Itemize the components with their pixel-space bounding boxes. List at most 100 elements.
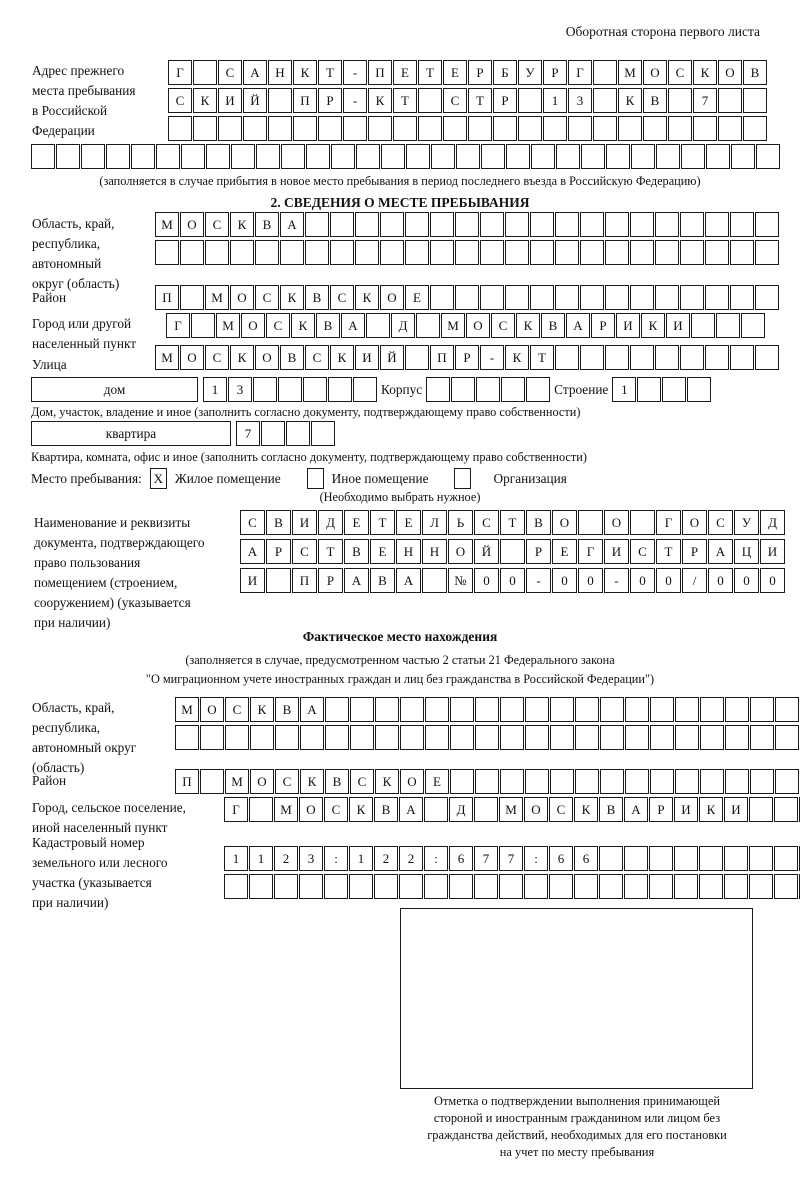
char-cell[interactable]: 0 <box>578 568 603 593</box>
char-cell[interactable] <box>356 144 380 169</box>
char-cell[interactable] <box>668 88 692 113</box>
char-cell[interactable] <box>631 144 655 169</box>
char-cell[interactable] <box>725 769 749 794</box>
char-cell[interactable]: О <box>241 313 265 338</box>
char-cell[interactable]: М <box>618 60 642 85</box>
char-cell[interactable]: 3 <box>568 88 592 113</box>
char-cell[interactable]: Е <box>443 60 467 85</box>
char-cell[interactable]: 3 <box>228 377 252 402</box>
char-cell[interactable]: 3 <box>299 846 323 871</box>
char-cell[interactable]: О <box>180 212 204 237</box>
char-cell[interactable]: 1 <box>203 377 227 402</box>
char-cell[interactable] <box>418 116 442 141</box>
char-cell[interactable] <box>575 725 599 750</box>
char-cell[interactable] <box>200 769 224 794</box>
char-cell[interactable]: В <box>275 697 299 722</box>
char-cell[interactable]: Л <box>422 510 447 535</box>
char-cell[interactable]: 1 <box>224 846 248 871</box>
char-cell[interactable]: С <box>708 510 733 535</box>
char-cell[interactable] <box>278 377 302 402</box>
char-cell[interactable]: К <box>193 88 217 113</box>
char-cell[interactable]: К <box>505 345 529 370</box>
char-cell[interactable] <box>556 144 580 169</box>
char-cell[interactable]: М <box>155 345 179 370</box>
char-cell[interactable]: 0 <box>734 568 759 593</box>
section2-region-comb-row-2[interactable] <box>155 240 779 265</box>
char-cell[interactable] <box>368 116 392 141</box>
char-cell[interactable]: В <box>526 510 551 535</box>
char-cell[interactable]: 1 <box>543 88 567 113</box>
char-cell[interactable] <box>418 88 442 113</box>
char-cell[interactable]: 0 <box>708 568 733 593</box>
char-cell[interactable]: В <box>599 797 623 822</box>
char-cell[interactable]: С <box>305 345 329 370</box>
char-cell[interactable] <box>343 116 367 141</box>
char-cell[interactable]: Т <box>318 539 343 564</box>
char-cell[interactable]: Е <box>552 539 577 564</box>
char-cell[interactable] <box>475 769 499 794</box>
char-cell[interactable] <box>716 313 740 338</box>
char-cell[interactable]: С <box>240 510 265 535</box>
char-cell[interactable]: А <box>300 697 324 722</box>
char-cell[interactable] <box>200 725 224 750</box>
char-cell[interactable] <box>755 285 779 310</box>
char-cell[interactable] <box>630 212 654 237</box>
char-cell[interactable] <box>525 769 549 794</box>
korpus-comb[interactable] <box>426 377 551 402</box>
char-cell[interactable] <box>593 116 617 141</box>
char-cell[interactable]: Р <box>649 797 673 822</box>
char-cell[interactable] <box>230 240 254 265</box>
char-cell[interactable]: Т <box>318 60 342 85</box>
char-cell[interactable] <box>451 377 476 402</box>
char-cell[interactable] <box>380 212 404 237</box>
char-cell[interactable]: С <box>275 769 299 794</box>
char-cell[interactable]: Д <box>760 510 785 535</box>
char-cell[interactable]: О <box>380 285 404 310</box>
char-cell[interactable]: К <box>699 797 723 822</box>
char-cell[interactable]: Н <box>268 60 292 85</box>
char-cell[interactable] <box>499 874 523 899</box>
char-cell[interactable]: К <box>280 285 304 310</box>
char-cell[interactable] <box>580 212 604 237</box>
char-cell[interactable]: В <box>255 212 279 237</box>
char-cell[interactable] <box>500 697 524 722</box>
char-cell[interactable] <box>500 539 525 564</box>
char-cell[interactable] <box>286 421 310 446</box>
char-cell[interactable]: В <box>743 60 767 85</box>
char-cell[interactable] <box>405 240 429 265</box>
char-cell[interactable] <box>480 212 504 237</box>
char-cell[interactable] <box>774 874 798 899</box>
prev-address-comb-row-4[interactable] <box>31 144 780 169</box>
char-cell[interactable] <box>518 116 542 141</box>
char-cell[interactable] <box>455 212 479 237</box>
char-cell[interactable] <box>699 846 723 871</box>
char-cell[interactable]: Т <box>656 539 681 564</box>
char-cell[interactable]: Е <box>405 285 429 310</box>
char-cell[interactable] <box>525 697 549 722</box>
char-cell[interactable] <box>749 874 773 899</box>
char-cell[interactable] <box>268 88 292 113</box>
char-cell[interactable] <box>449 874 473 899</box>
char-cell[interactable] <box>500 725 524 750</box>
char-cell[interactable]: Т <box>500 510 525 535</box>
char-cell[interactable] <box>505 240 529 265</box>
char-cell[interactable]: / <box>682 568 707 593</box>
char-cell[interactable]: 6 <box>449 846 473 871</box>
char-cell[interactable]: У <box>734 510 759 535</box>
char-cell[interactable]: Г <box>224 797 248 822</box>
cadastral-comb-row-2[interactable] <box>224 874 800 899</box>
char-cell[interactable]: К <box>355 285 379 310</box>
char-cell[interactable] <box>330 212 354 237</box>
char-cell[interactable]: - <box>526 568 551 593</box>
char-cell[interactable]: Р <box>468 60 492 85</box>
char-cell[interactable]: О <box>448 539 473 564</box>
char-cell[interactable] <box>168 116 192 141</box>
char-cell[interactable]: Н <box>396 539 421 564</box>
char-cell[interactable] <box>662 377 687 402</box>
char-cell[interactable]: К <box>641 313 665 338</box>
char-cell[interactable]: - <box>480 345 504 370</box>
char-cell[interactable] <box>605 285 629 310</box>
char-cell[interactable]: А <box>243 60 267 85</box>
